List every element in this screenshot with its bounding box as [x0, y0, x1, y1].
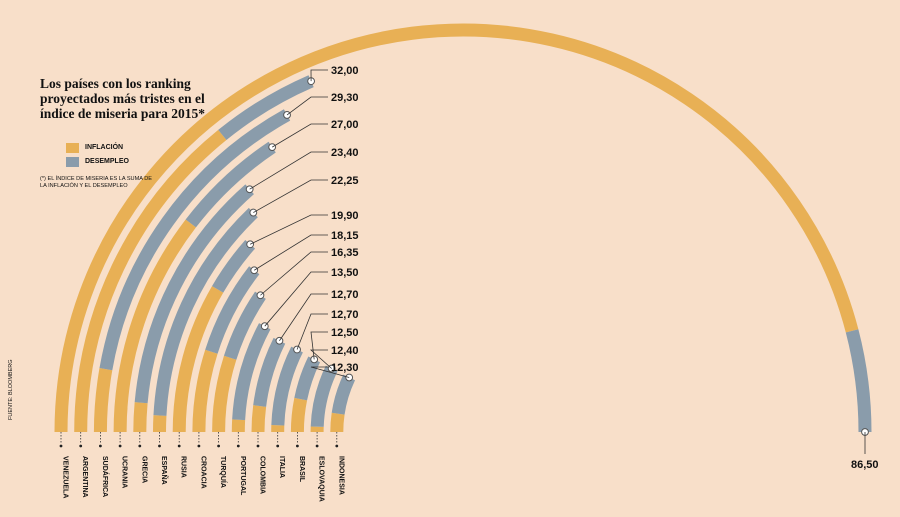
- leader-line-espana: [253, 179, 328, 213]
- bar-unemployment-portugal: [232, 323, 271, 421]
- baseline-dot-turquia: [217, 444, 221, 448]
- leader-line-grecia: [249, 151, 328, 190]
- total-label-espana: 22,25: [331, 175, 359, 187]
- legend-swatch-unemployment: [66, 156, 79, 167]
- total-label-croacia: 18,15: [331, 230, 359, 242]
- bar-inflation-colombia: [251, 405, 267, 433]
- bar-unemployment-espana: [153, 207, 258, 416]
- legend-label-inflation: INFLACIÓN: [85, 144, 124, 151]
- total-label-portugal: 13,50: [331, 267, 359, 279]
- baseline-dot-grecia: [138, 444, 142, 448]
- legend-label-unemployment: DESEMPLEO: [85, 158, 129, 165]
- baseline-dot-indonesia: [335, 444, 339, 448]
- bar-inflation-venezuela: [54, 23, 859, 433]
- total-label-venezuela: 86,50: [851, 459, 879, 471]
- country-label-croacia: CROACIA: [199, 456, 206, 489]
- country-label-colombia: COLOMBIA: [259, 456, 266, 494]
- leader-line-turquia: [260, 251, 328, 296]
- leader-line-eslovaquia: [309, 349, 332, 369]
- total-label-rusia: 19,90: [331, 210, 359, 222]
- country-label-venezuela: VENEZUELA: [62, 456, 69, 498]
- bar-unemployment-turquia: [223, 291, 266, 360]
- bar-unemployment-croacia: [205, 266, 260, 354]
- country-label-ucrania: UCRANIA: [121, 456, 128, 488]
- baseline-dot-colombia: [256, 444, 260, 448]
- baseline-dot-ucrania: [118, 444, 122, 448]
- source-credit: FUENTE: BLOOMBERG: [8, 359, 14, 420]
- leader-line-sudafrica: [286, 96, 328, 116]
- baseline-dot-venezuela: [59, 444, 63, 448]
- baseline-dot-argentina: [79, 444, 83, 448]
- country-label-grecia: GRECIA: [140, 456, 147, 483]
- legend: INFLACIÓN DESEMPLEO: [66, 141, 129, 169]
- leader-line-argentina: [310, 69, 328, 82]
- bar-unemployment-venezuela: [845, 329, 872, 433]
- baseline-dot-sudafrica: [99, 444, 102, 448]
- bar-inflation-rusia: [172, 286, 224, 433]
- total-label-turquia: 16,35: [331, 247, 359, 259]
- bar-unemployment-ucrania: [185, 141, 276, 228]
- leader-line-croacia: [254, 234, 328, 271]
- leader-line-italia: [296, 313, 328, 350]
- baseline-dot-rusia: [177, 444, 181, 448]
- bar-inflation-croacia: [192, 349, 218, 433]
- bar-unemployment-eslovaquia: [310, 365, 338, 428]
- chart-title: Los países con los ranking proyectados m…: [40, 76, 205, 121]
- country-label-portugal: PORTUGAL: [239, 456, 246, 496]
- bar-inflation-grecia: [133, 402, 148, 433]
- country-label-indonesia: INDONESIA: [337, 456, 344, 495]
- bar-inflation-brasil: [290, 397, 308, 433]
- leader-line-colombia: [279, 293, 328, 341]
- leader-line-portugal: [264, 271, 328, 327]
- country-label-argentina: ARGENTINA: [81, 456, 88, 498]
- total-label-colombia: 12,70: [331, 289, 359, 301]
- total-label-argentina: 32,00: [331, 65, 359, 77]
- legend-swatch-inflation: [66, 142, 79, 153]
- bar-inflation-argentina: [74, 129, 227, 433]
- bar-inflation-turquia: [212, 355, 237, 433]
- total-label-brasil: 12,50: [331, 327, 359, 339]
- total-label-italia: 12,70: [331, 309, 359, 321]
- baseline-dot-portugal: [236, 444, 240, 448]
- bar-unemployment-italia: [271, 346, 303, 426]
- baseline-dot-croacia: [197, 444, 201, 448]
- baseline-dot-eslovaquia: [315, 444, 319, 448]
- footnote: (*) El índice de miseria es la suma de l…: [40, 176, 153, 189]
- bar-unemployment-grecia: [134, 184, 254, 404]
- country-label-italia: ITALIA: [278, 456, 285, 478]
- leader-line-indonesia: [310, 366, 350, 378]
- bar-unemployment-sudafrica: [99, 109, 291, 371]
- legend-item-inflation: INFLACIÓN: [66, 141, 129, 154]
- bar-unemployment-indonesia: [331, 374, 356, 415]
- leader-line-rusia: [249, 214, 328, 245]
- total-label-grecia: 23,40: [331, 147, 359, 159]
- country-label-turquia: TURQUÍA: [219, 456, 228, 488]
- bar-unemployment-argentina: [218, 75, 314, 141]
- baseline-dot-brasil: [296, 444, 299, 448]
- leader-line-ucrania: [271, 123, 328, 148]
- country-label-sudafrica: SUDÁFRICA: [101, 456, 110, 497]
- leader-line-brasil: [310, 331, 328, 360]
- baseline-dot-espana: [158, 444, 161, 448]
- bar-inflation-ucrania: [113, 219, 196, 433]
- country-label-brasil: BRASIL: [298, 456, 305, 483]
- total-label-ucrania: 27,00: [331, 119, 359, 131]
- country-label-eslovaquia: ESLOVAQUIA: [318, 456, 325, 502]
- bar-unemployment-brasil: [294, 356, 321, 401]
- legend-item-unemployment: DESEMPLEO: [66, 155, 129, 168]
- end-dot-grecia: [245, 185, 254, 194]
- end-dot-sudafrica: [283, 111, 291, 119]
- country-label-espana: ESPAÑA: [160, 456, 169, 485]
- total-label-sudafrica: 29,30: [331, 92, 359, 104]
- bar-inflation-indonesia: [330, 412, 345, 433]
- total-label-indonesia: 12,30: [331, 362, 359, 374]
- country-label-rusia: RUSIA: [180, 456, 187, 478]
- baseline-dot-italia: [276, 444, 280, 448]
- bar-inflation-sudafrica: [93, 367, 113, 433]
- total-label-eslovaquia: 12,40: [331, 345, 359, 357]
